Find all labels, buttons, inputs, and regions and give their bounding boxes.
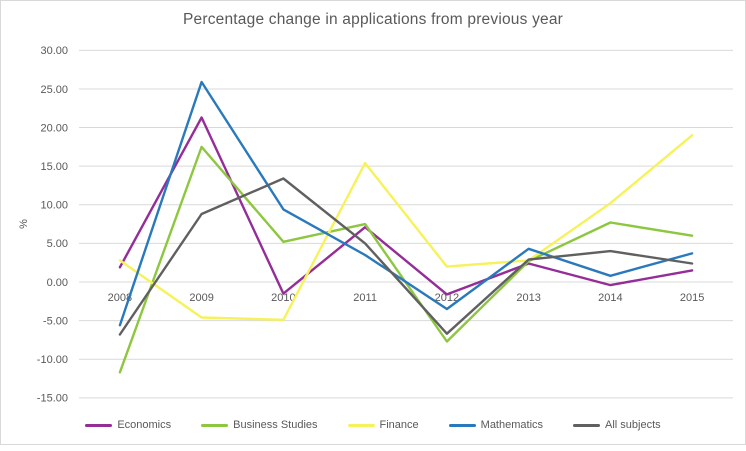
series-line-economics[interactable]: [118, 116, 694, 296]
legend-marker-business-studies: [201, 423, 229, 427]
legend-item-business-studies[interactable]: Business Studies: [201, 419, 318, 431]
legend-marker-all-subjects: [573, 423, 601, 427]
legend-item-mathematics[interactable]: Mathematics: [448, 419, 544, 431]
legend-marker-finance: [347, 423, 375, 427]
x-tick-label: 2010: [271, 292, 295, 304]
legend-item-all-subjects[interactable]: All subjects: [573, 419, 661, 431]
chart-title: Percentage change in applications from p…: [182, 11, 564, 28]
legend-label: Mathematics: [480, 419, 544, 431]
series-line-finance[interactable]: [118, 134, 694, 321]
x-tick-label: 2008: [108, 292, 132, 304]
x-tick-label: 2009: [189, 292, 213, 304]
y-tick-label: 15.00: [40, 161, 68, 173]
y-tick-label: 30.00: [40, 45, 68, 57]
legend-item-finance[interactable]: Finance: [347, 419, 419, 431]
y-tick-label: 25.00: [40, 84, 68, 96]
series-line-mathematics[interactable]: [118, 80, 694, 327]
y-tick-label: 20.00: [40, 122, 68, 134]
y-tick-label: 5.00: [47, 238, 68, 250]
y-tick-label: 0.00: [47, 277, 68, 289]
legend-label: All subjects: [605, 419, 661, 431]
x-tick-label: 2012: [435, 292, 459, 304]
x-tick-label: 2014: [598, 292, 622, 304]
y-tick-label: -5.00: [43, 315, 68, 327]
legend-marker-economics: [85, 423, 113, 427]
y-tick-label: -15.00: [37, 393, 68, 405]
x-tick-label: 2011: [353, 292, 377, 304]
legend-label: Business Studies: [233, 419, 318, 431]
y-axis-title: %: [18, 219, 30, 229]
legend: Economics Business Studies Finance Mathemat…: [1, 413, 745, 437]
y-tick-label: -10.00: [37, 354, 68, 366]
legend-item-economics[interactable]: Economics: [85, 419, 171, 431]
legend-label: Economics: [117, 419, 172, 431]
series-line-all-subjects[interactable]: [118, 177, 694, 336]
y-tick-label: 10.00: [40, 200, 68, 212]
legend-marker-mathematics: [448, 423, 476, 427]
x-tick-label: 2013: [516, 292, 540, 304]
legend-label: Finance: [379, 419, 419, 431]
x-tick-label: 2015: [680, 292, 704, 304]
